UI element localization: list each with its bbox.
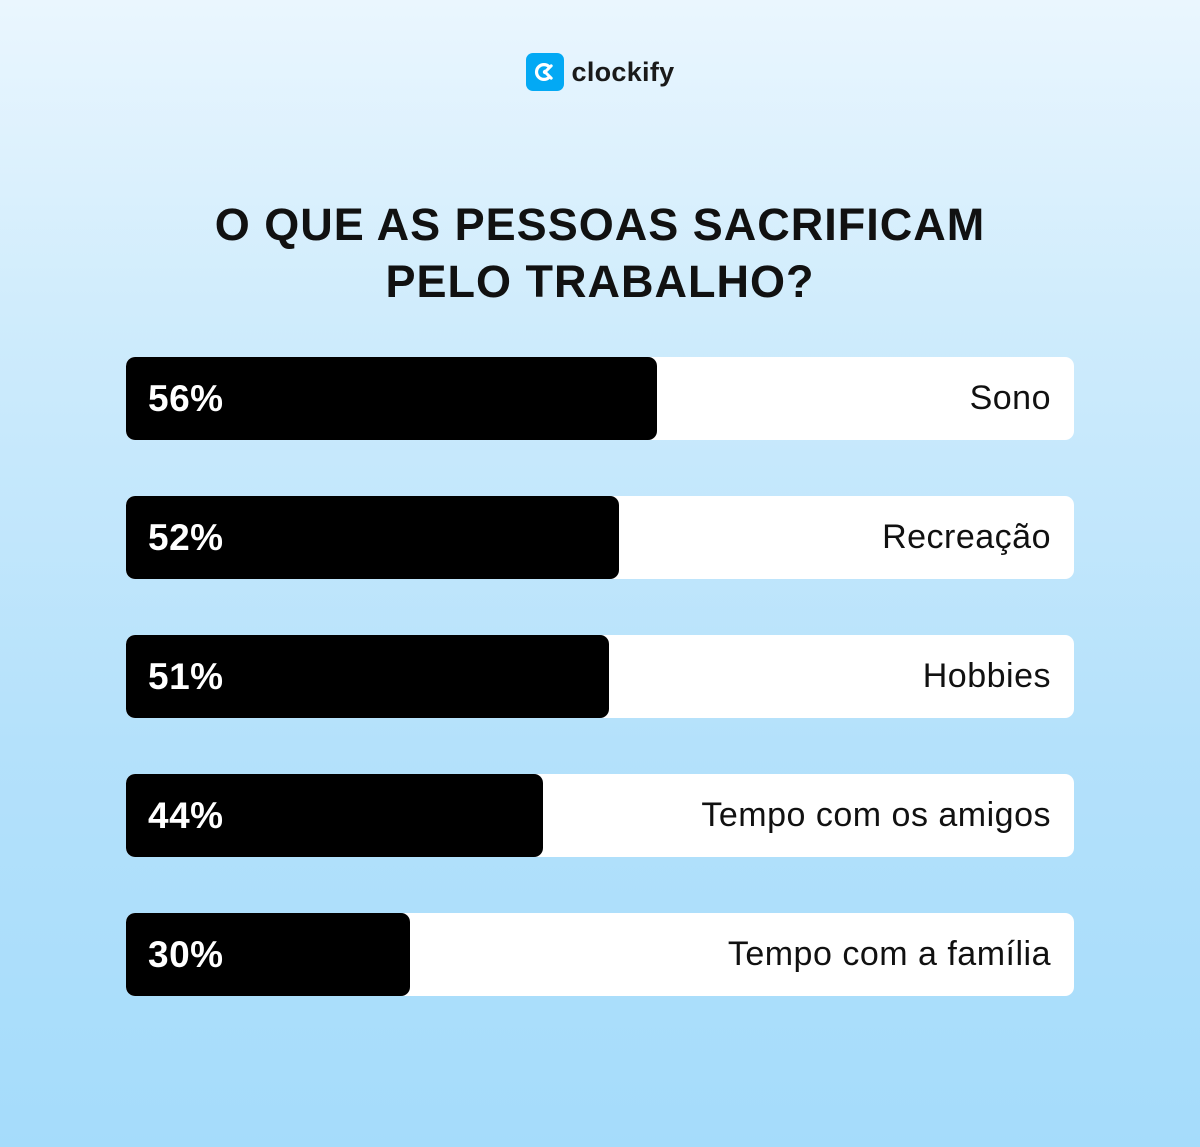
bar-fill (126, 913, 410, 996)
bar-value-label: 52% (148, 517, 224, 558)
bar-row: 56% Sono (126, 357, 1074, 440)
bar-fill (126, 357, 657, 440)
brand-name: clockify (571, 56, 675, 87)
clockify-logo-icon (525, 53, 564, 91)
bar-row: 51% Hobbies (126, 635, 1074, 718)
chart-title-line-2: PELO TRABALHO? (385, 256, 815, 307)
bar-row: 44% Tempo com os amigos (126, 774, 1074, 857)
bar-row: 52% Recreação (126, 496, 1074, 579)
bar-value-label: 56% (148, 378, 224, 419)
bar-category-label: Recreação (882, 518, 1051, 556)
chart-title-line-1: O QUE AS PESSOAS SACRIFICAM (214, 199, 986, 250)
bar-fill (126, 496, 619, 579)
bar-value-label: 51% (148, 656, 224, 697)
bar-category-label: Sono (969, 379, 1051, 417)
bar-category-label: Tempo com os amigos (701, 796, 1051, 834)
bar-chart: 56% Sono 52% Recreação 51% Hobbies 44% Tempo co… (126, 357, 1074, 1052)
bar-category-label: Hobbies (922, 657, 1051, 695)
bar-value-label: 44% (148, 795, 224, 836)
bar-row: 30% Tempo com a família (126, 913, 1074, 996)
brand-logo: clockify (0, 53, 1200, 91)
chart-title: O QUE AS PESSOAS SACRIFICAM PELO TRABALH… (0, 196, 1200, 310)
bar-fill (126, 774, 543, 857)
bar-value-label: 30% (148, 934, 224, 975)
bar-fill (126, 635, 609, 718)
bar-category-label: Tempo com a família (727, 935, 1051, 973)
